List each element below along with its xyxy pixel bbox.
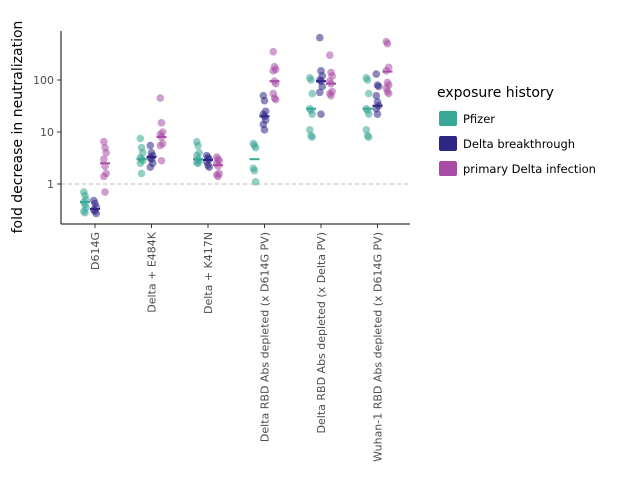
data-point — [306, 126, 314, 134]
data-point — [383, 39, 392, 48]
data-point — [251, 178, 260, 186]
x-tick-label: Delta + K417N — [202, 232, 215, 314]
data-point — [364, 110, 373, 118]
data-point — [308, 110, 317, 118]
data-point — [269, 47, 278, 56]
data-point — [372, 70, 381, 78]
legend-label: primary Delta infection — [463, 162, 596, 176]
x-tick-label: Delta RBD Abs depleted (x D614G PV) — [259, 232, 272, 442]
data-point — [307, 76, 315, 84]
data-point — [194, 159, 202, 168]
y-tick-label: 10 — [40, 126, 54, 139]
data-point — [100, 137, 108, 146]
data-point — [146, 141, 155, 150]
legend-label: Pfizer — [463, 112, 495, 126]
data-point — [384, 89, 393, 98]
data-point — [363, 76, 372, 84]
data-point — [146, 163, 155, 172]
data-point — [308, 89, 317, 98]
data-point — [316, 88, 324, 97]
data-point — [373, 110, 382, 118]
data-point — [156, 141, 165, 150]
data-point — [318, 82, 327, 91]
data-point — [260, 126, 269, 134]
data-point — [260, 96, 269, 105]
data-point — [102, 148, 110, 157]
data-points-layer — [80, 33, 393, 218]
x-tick-label: Delta RBD Abs depleted (x Delta PV) — [315, 232, 328, 433]
data-point — [364, 89, 373, 98]
legend-swatch — [439, 111, 457, 126]
legend-items: Pfizer Delta breakthrough primary Delta in… — [439, 111, 596, 176]
data-point — [316, 33, 324, 42]
data-point — [136, 134, 145, 143]
x-ticks: D614G Delta + E484K Delta + K417N Delta RBD… — [89, 224, 385, 462]
data-point — [362, 126, 371, 134]
data-point — [271, 95, 280, 104]
data-point — [269, 67, 278, 75]
data-point — [136, 159, 145, 168]
data-point — [214, 162, 222, 170]
x-tick-label: Delta + E484K — [146, 231, 159, 313]
legend-label: Delta breakthrough — [463, 137, 575, 151]
data-point — [137, 169, 146, 178]
data-point — [308, 133, 317, 141]
data-point — [157, 156, 166, 165]
legend-swatch — [439, 136, 457, 151]
legend-title: exposure history — [437, 85, 554, 101]
y-axis-title: fold decrease in neutralization — [10, 21, 26, 234]
median-markers-layer — [80, 70, 393, 211]
legend-swatch — [439, 161, 457, 176]
data-point — [101, 188, 109, 196]
data-point — [92, 209, 100, 218]
axes — [60, 31, 410, 225]
data-point — [157, 119, 166, 127]
x-tick-label: D614G — [89, 232, 102, 270]
y-tick-label: 100 — [33, 74, 54, 87]
legend: exposure history Pfizer Delta breakthroug… — [437, 85, 596, 176]
data-point — [250, 166, 259, 175]
data-point — [156, 94, 165, 102]
data-point — [364, 133, 373, 141]
data-point — [374, 82, 383, 91]
data-point — [317, 110, 325, 118]
data-point — [205, 163, 213, 172]
data-point — [372, 91, 381, 100]
data-point — [327, 91, 335, 100]
data-point — [194, 141, 202, 150]
y-ticks: 1 10 100 — [33, 74, 61, 191]
data-point — [251, 143, 260, 152]
data-point — [326, 51, 334, 59]
y-tick-label: 1 — [47, 178, 54, 191]
data-point — [100, 172, 108, 181]
data-point — [81, 208, 89, 217]
data-point — [100, 155, 108, 163]
data-point — [214, 172, 222, 181]
x-tick-label: Wuhan-1 RBD Abs depleted (x D614G PV) — [372, 232, 385, 462]
